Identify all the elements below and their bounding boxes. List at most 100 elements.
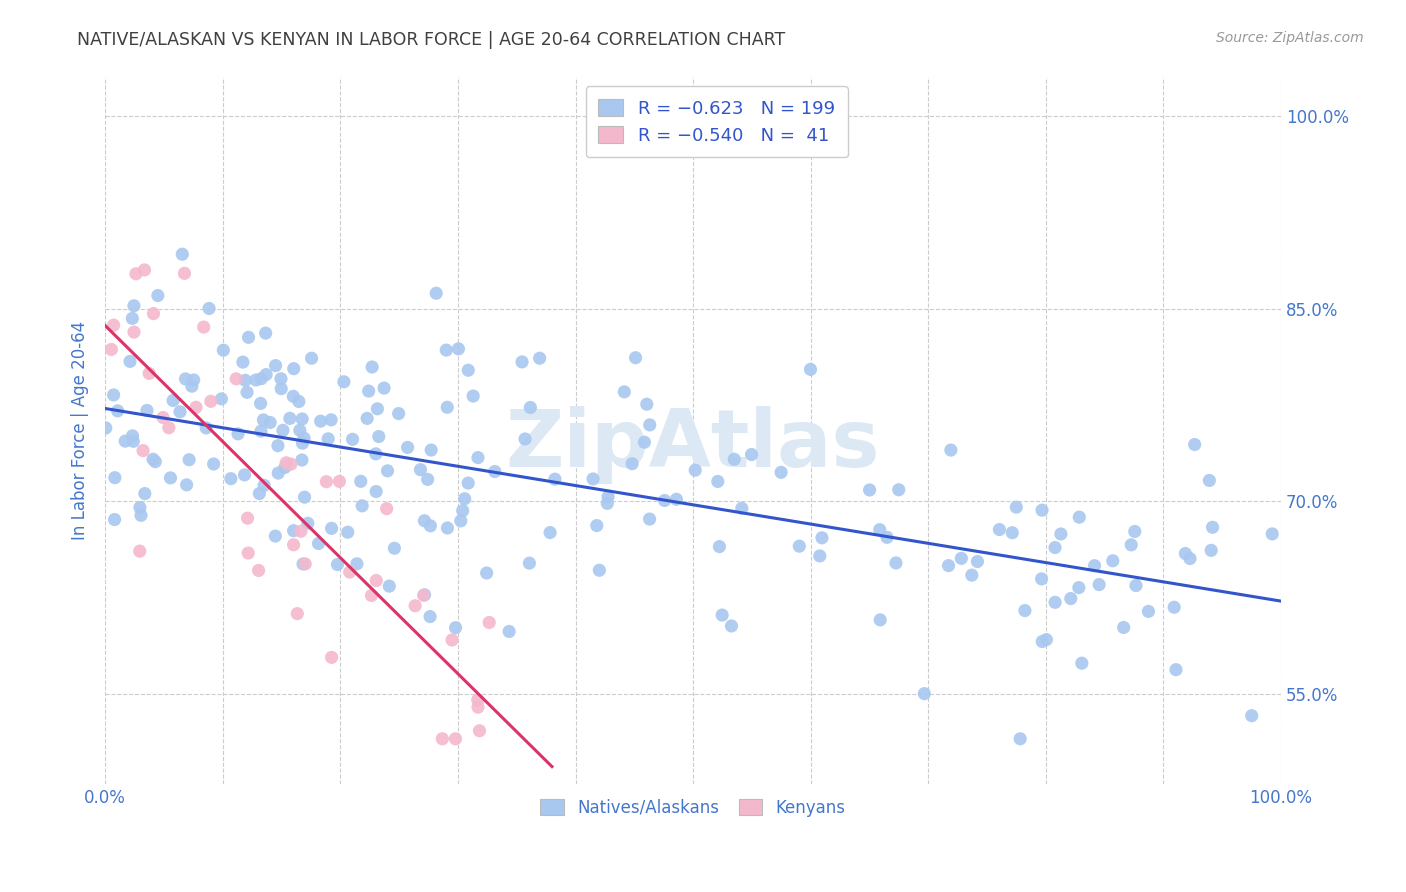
Point	[375, 501, 398, 516]
Point	[283, 524, 305, 538]
Point	[183, 373, 205, 387]
Point	[232, 355, 254, 369]
Point	[176, 478, 198, 492]
Text: Source: ZipAtlas.com: Source: ZipAtlas.com	[1216, 31, 1364, 45]
Point	[100, 343, 122, 357]
Point	[1010, 731, 1032, 746]
Point	[291, 436, 314, 450]
Point	[468, 723, 491, 738]
Point	[938, 558, 960, 573]
Point	[1031, 572, 1053, 586]
Point	[94, 421, 117, 435]
Point	[270, 372, 292, 386]
Point	[633, 435, 655, 450]
Point	[409, 463, 432, 477]
Point	[377, 464, 399, 478]
Point	[1069, 510, 1091, 524]
Point	[1164, 663, 1187, 677]
Point	[950, 551, 973, 566]
Point	[253, 478, 276, 492]
Point	[939, 443, 962, 458]
Point	[143, 454, 166, 468]
Point	[596, 496, 619, 510]
Point	[1050, 527, 1073, 541]
Point	[467, 450, 489, 465]
Point	[247, 486, 270, 500]
Point	[912, 687, 935, 701]
Point	[1178, 551, 1201, 566]
Point	[202, 457, 225, 471]
Point	[858, 483, 880, 497]
Point	[357, 384, 380, 398]
Point	[309, 414, 332, 428]
Point	[308, 536, 330, 550]
Point	[152, 410, 174, 425]
Point	[869, 613, 891, 627]
Point	[250, 424, 273, 438]
Point	[184, 401, 207, 415]
Point	[274, 460, 297, 475]
Point	[450, 514, 472, 528]
Point	[252, 413, 274, 427]
Point	[283, 389, 305, 403]
Point	[624, 351, 647, 365]
Point	[808, 549, 831, 563]
Point	[276, 456, 298, 470]
Point	[198, 301, 221, 316]
Point	[278, 411, 301, 425]
Point	[467, 693, 489, 707]
Point	[225, 372, 247, 386]
Point	[1121, 538, 1143, 552]
Point	[122, 434, 145, 449]
Point	[454, 491, 477, 506]
Point	[134, 263, 156, 277]
Point	[292, 557, 315, 571]
Point	[339, 565, 361, 579]
Point	[384, 541, 406, 556]
Point	[529, 351, 551, 366]
Point	[136, 403, 159, 417]
Point	[169, 405, 191, 419]
Point	[1043, 541, 1066, 555]
Point	[264, 359, 287, 373]
Point	[270, 382, 292, 396]
Point	[328, 475, 350, 489]
Point	[436, 521, 458, 535]
Point	[799, 362, 821, 376]
Point	[103, 318, 125, 333]
Point	[103, 388, 125, 402]
Point	[1070, 656, 1092, 670]
Legend: Natives/Alaskans, Kenyans: Natives/Alaskans, Kenyans	[531, 790, 853, 825]
Point	[1001, 525, 1024, 540]
Point	[510, 355, 533, 369]
Text: ZipAtlas: ZipAtlas	[506, 406, 880, 483]
Point	[219, 472, 242, 486]
Point	[709, 540, 731, 554]
Point	[478, 615, 501, 630]
Point	[416, 472, 439, 486]
Point	[132, 443, 155, 458]
Point	[412, 588, 434, 602]
Point	[297, 516, 319, 531]
Point	[226, 426, 249, 441]
Point	[538, 525, 561, 540]
Point	[291, 412, 314, 426]
Point	[884, 556, 907, 570]
Point	[247, 564, 270, 578]
Point	[1163, 600, 1185, 615]
Point	[200, 394, 222, 409]
Point	[1261, 527, 1284, 541]
Point	[209, 392, 232, 406]
Point	[301, 351, 323, 366]
Point	[195, 421, 218, 435]
Point	[333, 375, 356, 389]
Point	[447, 342, 470, 356]
Point	[419, 519, 441, 533]
Point	[441, 632, 464, 647]
Point	[519, 401, 541, 415]
Point	[413, 514, 436, 528]
Point	[283, 361, 305, 376]
Point	[125, 267, 148, 281]
Point	[621, 457, 644, 471]
Point	[582, 472, 605, 486]
